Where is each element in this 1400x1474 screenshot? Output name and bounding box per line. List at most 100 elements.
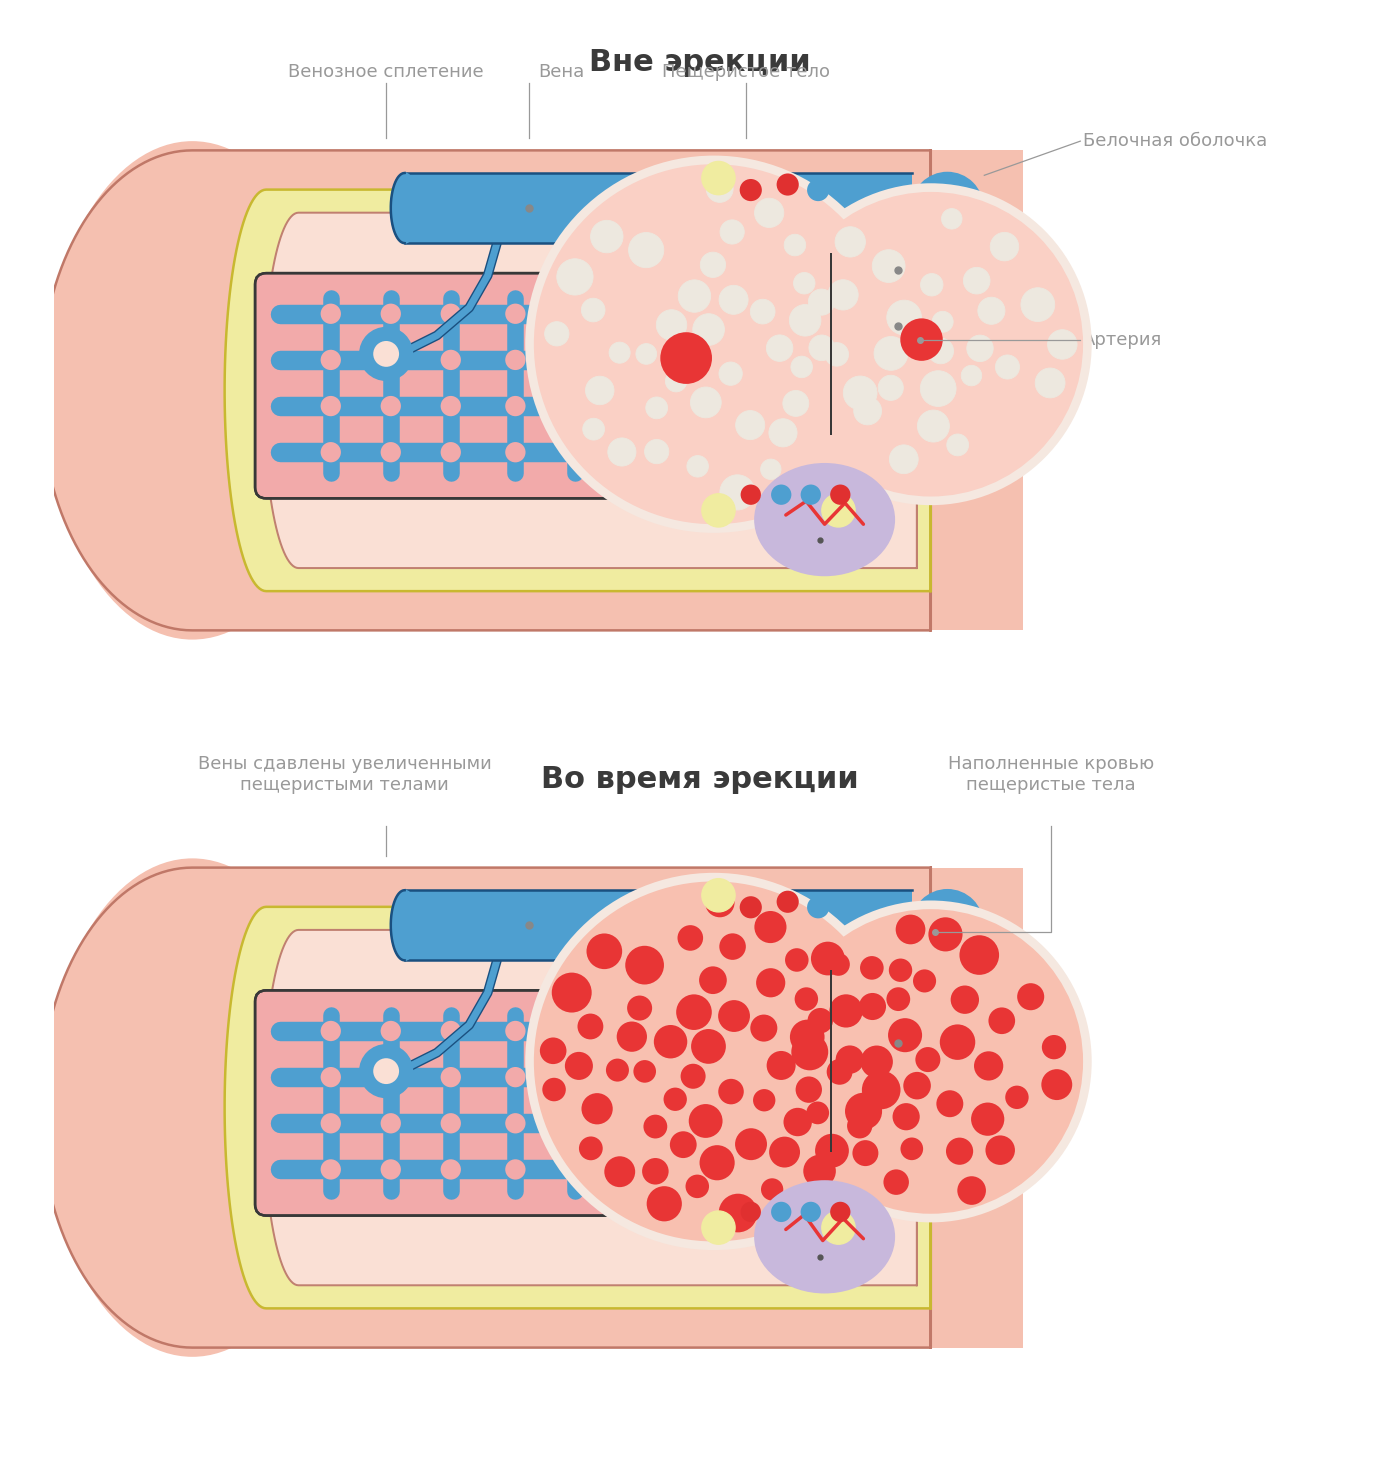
Text: Во время эрекции: Во время эрекции [542,765,858,794]
Circle shape [777,174,799,196]
Circle shape [804,1154,836,1188]
Circle shape [720,286,748,314]
Polygon shape [263,930,917,1285]
Circle shape [829,995,862,1027]
Circle shape [505,1067,525,1088]
Circle shape [605,1156,636,1187]
Circle shape [990,233,1019,261]
Bar [839,868,1023,1347]
Text: Вне эрекции: Вне эрекции [589,49,811,77]
Circle shape [643,1159,669,1185]
Circle shape [720,933,746,960]
Circle shape [753,1089,776,1111]
Circle shape [606,1058,629,1082]
Circle shape [720,220,745,245]
Circle shape [1018,983,1044,1010]
Circle shape [827,952,850,976]
Circle shape [930,190,966,227]
Circle shape [860,957,883,980]
Circle shape [706,175,734,202]
Circle shape [360,329,412,380]
Circle shape [739,178,762,200]
Circle shape [587,933,622,968]
Circle shape [900,1138,923,1160]
Circle shape [874,336,907,370]
Circle shape [735,411,764,439]
Circle shape [900,318,942,361]
Circle shape [883,1169,909,1195]
Circle shape [505,1159,525,1179]
Circle shape [580,1136,603,1160]
Circle shape [872,249,904,283]
Circle shape [693,314,724,345]
Circle shape [441,1067,461,1088]
Circle shape [1042,1035,1067,1060]
Circle shape [735,1128,767,1160]
Circle shape [608,438,636,466]
Polygon shape [41,150,931,631]
Circle shape [830,485,850,504]
Circle shape [678,926,703,951]
Circle shape [886,301,921,335]
Circle shape [689,1104,722,1138]
Circle shape [916,1047,941,1072]
Circle shape [566,397,585,416]
Circle shape [767,1051,795,1080]
Circle shape [937,1091,963,1117]
Circle shape [771,184,1091,504]
Circle shape [557,259,594,295]
Circle shape [441,349,461,370]
Circle shape [701,1212,735,1244]
Circle shape [917,410,949,442]
Circle shape [566,1021,585,1041]
Circle shape [374,340,399,367]
Circle shape [888,1019,923,1052]
Circle shape [784,234,806,256]
Circle shape [505,397,525,416]
Circle shape [374,1058,399,1083]
Circle shape [750,1014,777,1042]
Circle shape [913,172,983,243]
Circle shape [886,988,910,1011]
Circle shape [701,494,735,528]
Circle shape [827,280,858,310]
Circle shape [692,1029,725,1064]
Circle shape [505,442,525,463]
Circle shape [878,376,903,401]
Circle shape [505,1021,525,1041]
Circle shape [441,1113,461,1134]
Circle shape [962,366,981,386]
Circle shape [381,1113,400,1134]
Circle shape [913,890,983,961]
Circle shape [836,1045,864,1073]
Text: Артерия: Артерия [1084,330,1162,349]
Circle shape [701,162,735,195]
Circle shape [629,233,664,268]
Circle shape [533,164,893,525]
Circle shape [381,1159,400,1179]
Ellipse shape [756,464,893,575]
Circle shape [701,879,735,912]
Circle shape [609,342,630,363]
Circle shape [381,442,400,463]
Circle shape [633,1060,657,1083]
Circle shape [686,1175,708,1198]
Polygon shape [224,190,931,591]
Circle shape [680,1064,706,1089]
FancyBboxPatch shape [192,868,931,1347]
FancyBboxPatch shape [255,991,629,1216]
Circle shape [825,342,848,366]
Circle shape [769,1136,799,1167]
Circle shape [930,907,966,943]
Circle shape [809,335,834,361]
Circle shape [893,1103,920,1131]
Circle shape [566,1159,585,1179]
Circle shape [771,902,1091,1220]
Circle shape [533,881,893,1241]
Circle shape [860,993,886,1020]
Circle shape [808,1008,833,1033]
Circle shape [766,335,792,361]
Circle shape [381,397,400,416]
Circle shape [1047,330,1077,360]
Circle shape [988,1007,1015,1035]
